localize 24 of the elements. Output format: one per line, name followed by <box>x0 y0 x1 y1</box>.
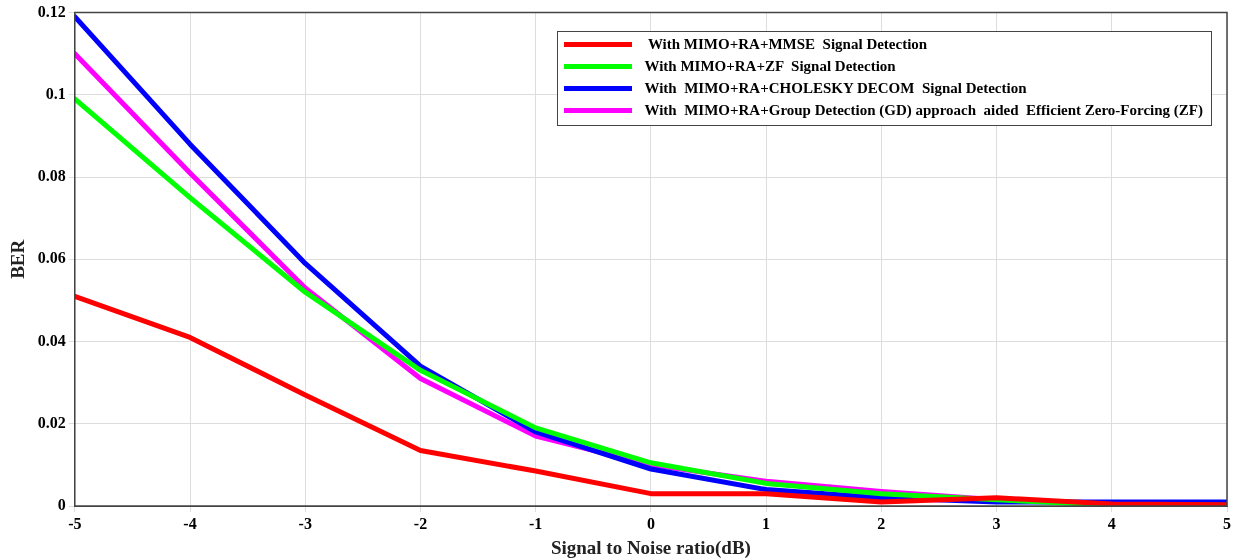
y-tick-label: 0.02 <box>37 413 66 431</box>
y-tick-label: 0.06 <box>37 249 66 267</box>
x-tick-label: -5 <box>68 514 82 532</box>
legend-label: With MIMO+RA+CHOLESKY DECOM Signal Detection <box>644 80 1027 98</box>
x-tick-label: 1 <box>762 514 771 532</box>
x-tick-label: 3 <box>992 514 1001 532</box>
y-tick-label: 0.04 <box>37 331 66 349</box>
y-tick-label: 0 <box>57 496 66 514</box>
legend-label: With MIMO+RA+ZF Signal Detection <box>644 58 896 76</box>
legend-label: With MIMO+RA+MMSE Signal Detection <box>646 36 928 54</box>
x-tick-label: -1 <box>529 514 543 532</box>
legend-label: With MIMO+RA+Group Detection (GD) approach aided Efficient Zero-Forcing (ZF) <box>644 102 1203 120</box>
y-tick-label: 0.08 <box>37 167 66 185</box>
x-tick-label: 2 <box>877 514 886 532</box>
x-tick-label: -2 <box>413 514 428 532</box>
x-tick-label: 5 <box>1223 514 1231 532</box>
y-tick-label: 0.12 <box>37 2 66 20</box>
x-tick-label: -4 <box>183 514 197 532</box>
y-tick-label: 0.1 <box>45 84 66 102</box>
y-axis-title: BER <box>7 239 29 279</box>
x-tick-label: -3 <box>298 514 312 532</box>
x-tick-label: 4 <box>1107 514 1116 532</box>
x-axis-title: Signal to Noise ratio(dB) <box>550 536 751 559</box>
x-tick-label: 0 <box>646 514 655 532</box>
